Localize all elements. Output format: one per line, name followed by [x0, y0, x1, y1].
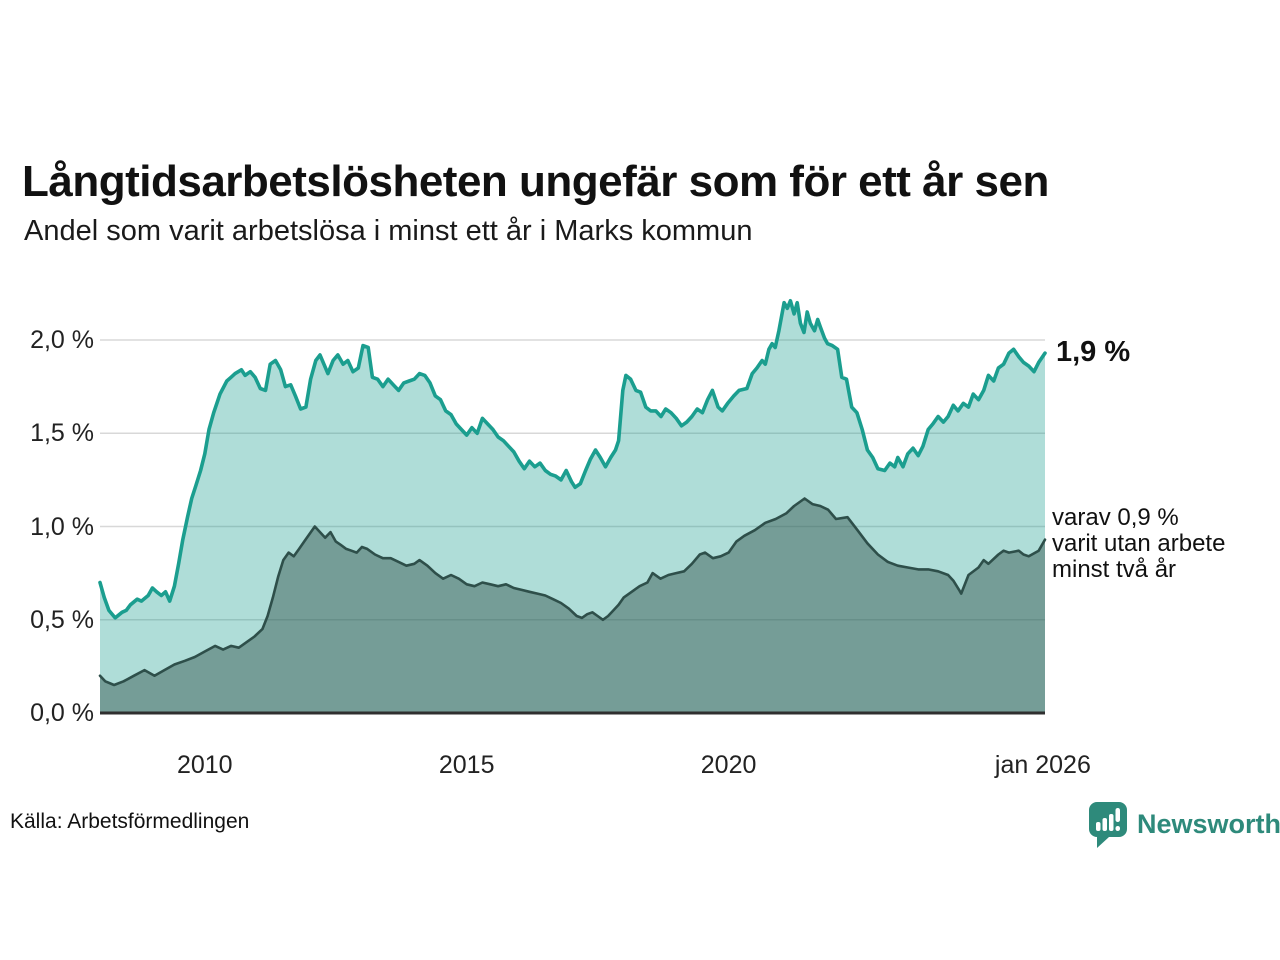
series-end-label-primary: 1,9 %	[1056, 336, 1131, 369]
y-tick-label: 0,0 %	[30, 699, 94, 727]
y-tick-label: 1,0 %	[30, 512, 94, 541]
secondary-label-line-1: varav 0,9 %	[1052, 504, 1179, 531]
newsworthy-logo-icon	[1088, 801, 1128, 854]
x-tick-label: 2010	[176, 751, 233, 779]
secondary-label-line-2: varit utan arbete	[1052, 530, 1226, 557]
y-tick-label: 2,0 %	[30, 326, 94, 354]
source-credit: Källa: Arbetsförmedlingen	[10, 810, 250, 833]
y-tick-label: 1,5 %	[30, 419, 94, 448]
secondary-label-line-3: minst två år	[1052, 556, 1177, 583]
page-title: Långtidsarbetslösheten ungefär som för e…	[22, 157, 1049, 207]
x-tick-label: 2020	[700, 751, 757, 779]
y-tick-label: 0,5 %	[30, 605, 94, 634]
newsworthy-brand: Newsworthy	[1088, 801, 1280, 854]
x-tick-label: 2015	[438, 751, 495, 779]
newsworthy-wordmark: Newsworthy	[1137, 809, 1280, 839]
chart-subtitle: Andel som varit arbetslösa i minst ett å…	[24, 215, 753, 247]
x-tick-label: jan 2026	[994, 751, 1091, 779]
series-end-label-secondary: varav 0,9 % varit utan arbete minst två …	[1052, 505, 1225, 583]
